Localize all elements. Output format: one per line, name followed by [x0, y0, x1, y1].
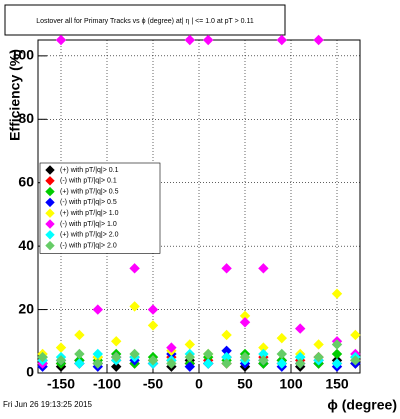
- legend-marker: [45, 165, 55, 175]
- data-point: [202, 34, 214, 46]
- data-point: [221, 329, 232, 341]
- data-point: [276, 348, 288, 360]
- data-point: [258, 355, 269, 366]
- data-point: [313, 351, 324, 363]
- data-point: [258, 263, 269, 274]
- data-point: [147, 304, 159, 315]
- legend-marker: [45, 176, 55, 186]
- legend-marker: [45, 230, 55, 240]
- data-point: [294, 323, 306, 334]
- legend-label: (-) with pT/|q|> 2.0: [60, 242, 117, 249]
- x-tick-label: -100: [93, 376, 121, 392]
- data-point: [221, 263, 232, 274]
- data-point: [331, 339, 343, 350]
- data-point: [147, 320, 159, 331]
- x-axis-label: ϕ (degree): [327, 397, 397, 413]
- data-point: [184, 361, 196, 372]
- y-tick-label: 100: [11, 47, 35, 63]
- data-point: [221, 358, 232, 369]
- data-point: [110, 351, 122, 363]
- data-point: [55, 34, 67, 46]
- legend-label: (+) with pT/|q|> 0.5: [60, 188, 119, 195]
- x-tick-label: -150: [47, 376, 75, 392]
- y-tick-label: 80: [18, 110, 34, 126]
- y-tick-label: 0: [26, 364, 34, 380]
- y-tick-label: 20: [18, 300, 34, 316]
- data-point: [331, 288, 343, 299]
- data-point: [110, 361, 122, 372]
- legend-marker: [45, 240, 55, 251]
- data-point: [74, 358, 85, 369]
- data-point: [129, 348, 140, 360]
- x-tick-label: 0: [195, 376, 203, 392]
- data-point: [37, 351, 48, 363]
- data-point: [276, 34, 288, 46]
- data-point: [239, 351, 251, 363]
- data-point: [331, 358, 343, 369]
- footer: Fri Jun 26 19:13:25 2015: [3, 400, 93, 409]
- x-tick-label: -50: [143, 376, 163, 392]
- data-point: [92, 358, 104, 369]
- data-point: [129, 301, 140, 312]
- legend-marker: [45, 208, 55, 218]
- data-point: [110, 336, 122, 347]
- data-point: [276, 358, 288, 369]
- legend-label: (+) with pT/|q|> 0.1: [60, 167, 119, 174]
- data-point: [202, 348, 214, 360]
- data-point: [184, 351, 196, 363]
- y-tick-label: 40: [18, 237, 34, 253]
- y-tick-label: 60: [18, 173, 34, 189]
- legend-label: (-) with pT/|q|> 0.1: [60, 178, 117, 185]
- legend-label: (+) with pT/|q|> 2.0: [60, 232, 119, 239]
- title-box: [4, 4, 286, 36]
- data-point: [55, 355, 67, 366]
- data-point: [239, 317, 251, 328]
- legend-marker: [45, 197, 55, 208]
- data-point: [313, 34, 324, 46]
- data-point: [350, 329, 361, 341]
- data-point: [166, 342, 177, 353]
- data-point: [147, 355, 159, 366]
- data-point: [350, 355, 361, 366]
- legend-label: (-) with pT/|q|> 0.5: [60, 199, 117, 206]
- legend-label: (+) with pT/|q|> 1.0: [60, 210, 119, 217]
- y-axis-label: Efficiency (%): [7, 49, 23, 141]
- legend-box: [39, 162, 161, 254]
- x-tick-label: 50: [237, 376, 253, 392]
- data-point: [74, 329, 85, 341]
- x-tick-label: 150: [325, 376, 349, 392]
- legend-marker: [45, 186, 55, 197]
- data-point: [92, 304, 104, 315]
- legend-marker: [45, 219, 55, 229]
- data-point: [202, 358, 214, 369]
- x-tick-label: 100: [279, 376, 303, 392]
- data-point: [129, 263, 140, 274]
- data-point: [184, 34, 196, 46]
- data-point: [166, 358, 177, 369]
- chart-title: Lostover all for Primary Tracks vs ϕ (de…: [36, 18, 254, 25]
- data-point: [294, 358, 306, 369]
- data-point: [313, 339, 324, 350]
- data-point: [74, 348, 85, 360]
- data-point: [276, 332, 288, 344]
- legend-label: (-) with pT/|q|> 1.0: [60, 221, 117, 228]
